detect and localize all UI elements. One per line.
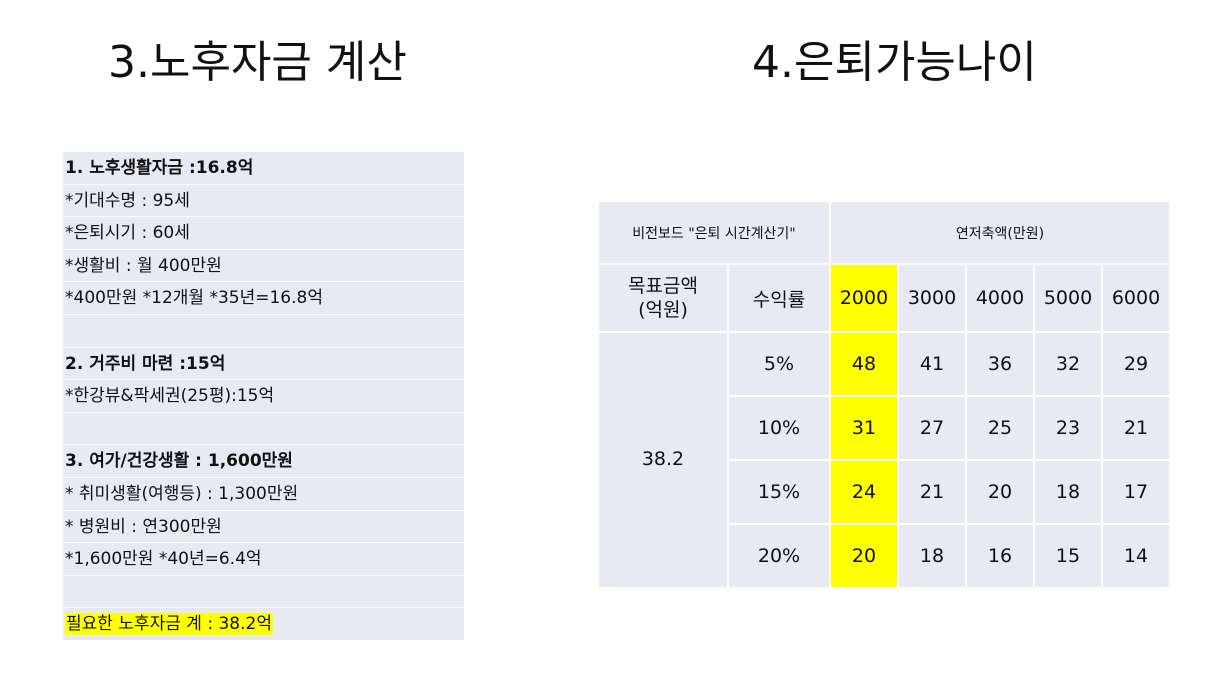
- target-amount-value: 38.2: [597, 331, 729, 589]
- list-item-text: *생활비 : 월 400만원: [65, 255, 222, 276]
- list-item: *1,600만원 *40년=6.4억: [63, 543, 464, 576]
- list-item-text: * 취미생활(여행등) : 1,300만원: [65, 483, 299, 504]
- return-rate-cell: 5%: [727, 331, 831, 397]
- retirement-age-cell: 14: [1101, 523, 1171, 589]
- list-item: *기대수명 : 95세: [63, 184, 464, 218]
- list-spacer: [63, 412, 464, 446]
- target-amount-header: 목표금액 (억원): [597, 263, 729, 333]
- retirement-age-cell: 21: [897, 459, 967, 525]
- retirement-age-cell: 15: [1033, 523, 1103, 589]
- list-item: * 병원비 : 연300만원: [63, 510, 464, 544]
- savings-amount-header: 6000: [1101, 263, 1171, 333]
- list-item: 3. 여가/건강생활 : 1,600만원: [63, 445, 464, 478]
- return-rate-cell: 15%: [727, 459, 831, 525]
- retirement-age-cell: 18: [1033, 459, 1103, 525]
- list-spacer: [63, 314, 464, 348]
- list-item: 필요한 노후자금 계 : 38.2억: [63, 608, 464, 641]
- left-section-title: 3.노후자금 계산: [108, 37, 407, 88]
- list-item-text: 1. 노후생활자금 :16.8억: [65, 158, 254, 178]
- target-amount-label: 목표금액: [628, 275, 698, 297]
- retirement-age-cell: 24: [829, 459, 899, 525]
- annual-savings-header: 연저축액(만원): [829, 200, 1171, 265]
- target-amount-unit: (억원): [638, 299, 688, 321]
- retirement-age-cell: 27: [897, 395, 967, 461]
- retirement-age-cell: 31: [829, 395, 899, 461]
- savings-amount-header: 4000: [965, 263, 1035, 333]
- list-item: 1. 노후생활자금 :16.8억: [63, 152, 464, 185]
- savings-amount-header: 3000: [897, 263, 967, 333]
- list-item: * 취미생활(여행등) : 1,300만원: [63, 477, 464, 511]
- list-item: *한강뷰&팍세권(25평):15억: [63, 380, 464, 413]
- retirement-age-cell: 29: [1101, 331, 1171, 397]
- return-rate-cell: 10%: [727, 395, 831, 461]
- retirement-age-cell: 25: [965, 395, 1035, 461]
- savings-amount-header: 5000: [1033, 263, 1103, 333]
- list-item-text: 2. 거주비 마련 :15억: [65, 353, 226, 374]
- list-item-text: *한강뷰&팍세권(25평):15억: [65, 386, 275, 407]
- retirement-age-cell: 21: [1101, 395, 1171, 461]
- retirement-age-cell: 41: [897, 331, 967, 397]
- list-item: *400만원 *12개월 *35년=16.8억: [63, 282, 464, 315]
- list-item-text: 3. 여가/건강생활 : 1,600만원: [65, 451, 293, 472]
- savings-amount-header: 2000: [829, 263, 899, 333]
- retirement-age-cell: 18: [897, 523, 967, 589]
- right-section-title: 4.은퇴가능나이: [752, 37, 1037, 88]
- retirement-age-cell: 20: [829, 523, 899, 589]
- list-item-text: * 병원비 : 연300만원: [65, 516, 222, 537]
- list-item-text: *은퇴시기 : 60세: [65, 223, 190, 244]
- retirement-age-cell: 16: [965, 523, 1035, 589]
- retirement-age-cell: 36: [965, 331, 1035, 397]
- list-item-text: *1,600만원 *40년=6.4억: [65, 549, 262, 570]
- retirement-fund-list: 1. 노후생활자금 :16.8억 *기대수명 : 95세 *은퇴시기 : 60세 *생…: [63, 152, 464, 641]
- retirement-age-cell: 20: [965, 459, 1035, 525]
- calculator-source-label: 비전보드 "은퇴 시간계산기": [597, 200, 831, 265]
- list-item-text: *기대수명 : 95세: [65, 190, 190, 211]
- retirement-age-table: 비전보드 "은퇴 시간계산기" 연저축액(만원) 목표금액 (억원) 수익률 2…: [597, 200, 1171, 589]
- return-rate-cell: 20%: [727, 523, 831, 589]
- retirement-age-cell: 32: [1033, 331, 1103, 397]
- list-spacer: [63, 575, 464, 609]
- list-item: *생활비 : 월 400만원: [63, 249, 464, 283]
- retirement-age-cell: 48: [829, 331, 899, 397]
- list-item: *은퇴시기 : 60세: [63, 217, 464, 250]
- list-item-text: *400만원 *12개월 *35년=16.8억: [65, 288, 323, 309]
- retirement-age-cell: 17: [1101, 459, 1171, 525]
- list-item: 2. 거주비 마련 :15억: [63, 347, 464, 381]
- retirement-age-cell: 23: [1033, 395, 1103, 461]
- return-rate-header: 수익률: [727, 263, 831, 333]
- total-required-fund: 필요한 노후자금 계 : 38.2억: [65, 613, 273, 636]
